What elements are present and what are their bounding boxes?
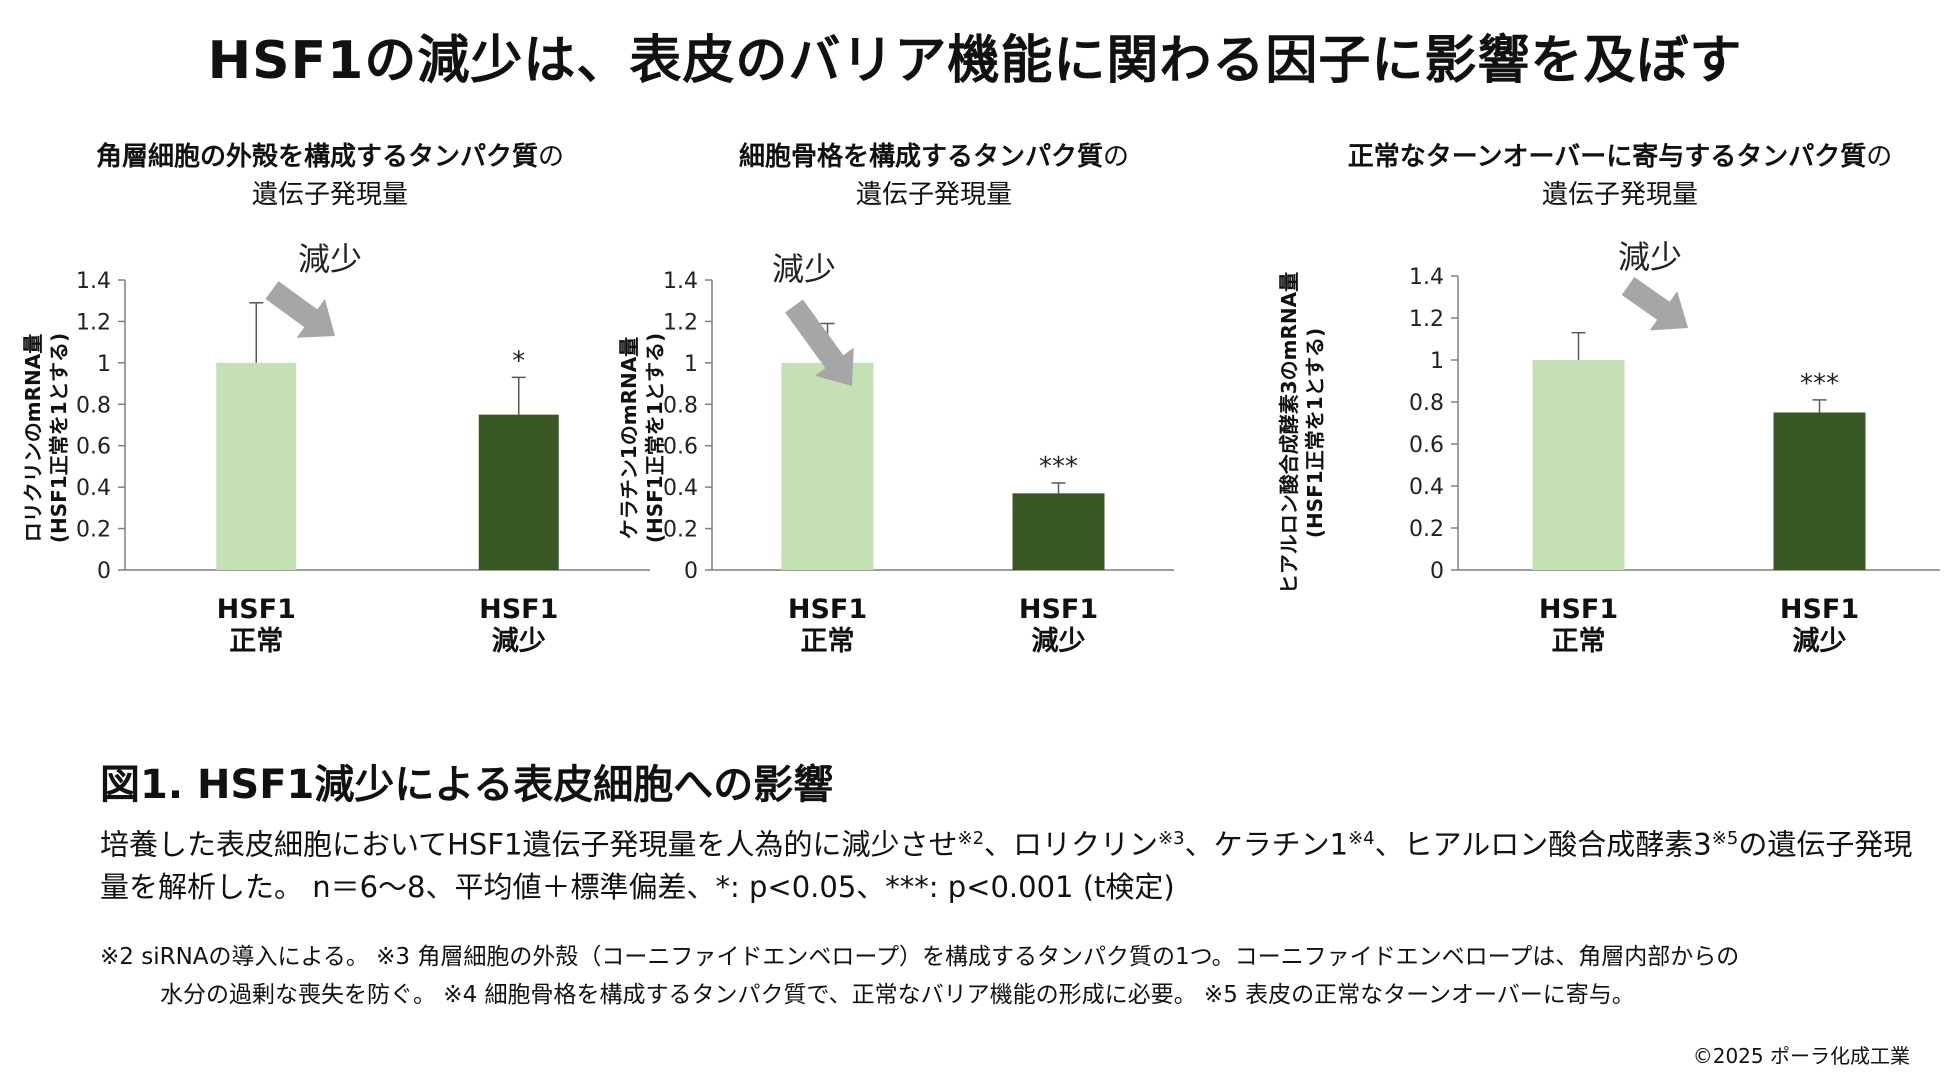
decrease-arrow-icon	[265, 281, 335, 338]
y-axis-label-line1: ヒアルロン酸合成酵素3のmRNA量	[1277, 272, 1301, 594]
y-tick-label: 1.2	[1409, 307, 1444, 332]
x-category-label: HSF1	[217, 594, 296, 625]
footnote-mark-5: ※5	[1711, 828, 1739, 849]
y-axis-label-line2: (HSF1正常を1とする)	[643, 333, 667, 543]
y-tick-label: 0.6	[76, 435, 111, 460]
y-tick-label: 0.8	[663, 393, 698, 418]
footnote-line-2: 水分の過剰な喪失を防ぐ。 ※4 細胞骨格を構成するタンパク質で、正常なバリア機能…	[160, 982, 1635, 1008]
y-tick-label: 0	[684, 559, 698, 584]
chart-title-bold: 細胞骨格を構成するタンパク質	[738, 142, 1103, 172]
significance-marker: *	[512, 346, 525, 376]
chart-title: 正常なターンオーバーに寄与するタンパク質の 遺伝子発現量	[1300, 138, 1940, 214]
y-tick-label: 0.8	[1409, 391, 1444, 416]
bar-hsf1-reduced	[1012, 493, 1105, 570]
y-axis-label-line1: ケラチン1のmRNA量	[617, 337, 641, 539]
y-tick-label: 0.4	[76, 476, 111, 501]
bar-chart-loricrin: ロリクリンのmRNA量 (HSF1正常を1とする) 減少 0 0.2 0.4 0.6 0…	[21, 240, 650, 657]
footnote-mark-2: ※2	[957, 828, 985, 849]
chart-title: 角層細胞の外殻を構成するタンパク質の 遺伝子発現量	[10, 138, 650, 214]
chart-title-suffix: の	[1103, 142, 1130, 172]
chart-title-line2: 遺伝子発現量	[251, 180, 408, 210]
y-tick-label: 1.4	[663, 269, 698, 294]
y-tick-label: 0.8	[76, 393, 111, 418]
y-tick-label: 0.4	[663, 476, 698, 501]
footnote-mark-4: ※4	[1348, 828, 1375, 849]
bar-chart-has3: ヒアルロン酸合成酵素3のmRNA量 (HSF1正常を1とする) 減少 0 0.2 0…	[1277, 238, 1940, 657]
caption-text-2: 、ロリクリン	[984, 827, 1159, 862]
chart-title-suffix: の	[538, 142, 565, 172]
footnote-mark-3: ※3	[1158, 828, 1185, 849]
decrease-arrow-icon	[785, 299, 854, 386]
decrease-label: 減少	[772, 250, 836, 288]
footnotes: ※2 siRNAの導入による。 ※3 角層細胞の外殻（コーニファイドエンベロープ…	[100, 938, 1940, 1014]
chart-title-line2: 遺伝子発現量	[1541, 180, 1698, 210]
decrease-arrow-icon	[1621, 277, 1688, 331]
x-category-label: HSF1	[1539, 594, 1618, 625]
y-tick-label: 1.4	[76, 269, 111, 294]
y-tick-label: 0.2	[76, 518, 111, 543]
x-category-label: 正常	[801, 626, 855, 657]
y-axis-label-line2: (HSF1正常を1とする)	[1303, 328, 1327, 538]
y-tick-label: 0.2	[663, 518, 698, 543]
decrease-label: 減少	[1618, 238, 1682, 276]
x-category-label: 減少	[492, 626, 546, 657]
y-tick-label: 0	[1430, 559, 1444, 584]
x-category-label: HSF1	[1780, 594, 1859, 625]
chart-title-line2: 遺伝子発現量	[855, 180, 1012, 210]
bar-hsf1-normal	[216, 362, 297, 570]
x-category-label: 減少	[1793, 626, 1847, 657]
footnote-line-1: ※2 siRNAの導入による。 ※3 角層細胞の外殻（コーニファイドエンベロープ…	[100, 944, 1740, 970]
y-tick-label: 0.2	[1409, 517, 1444, 542]
decrease-label: 減少	[298, 240, 362, 278]
y-tick-label: 1.4	[1409, 265, 1444, 290]
chart-title-bold: 正常なターンオーバーに寄与するタンパク質	[1347, 142, 1867, 172]
caption-text-1: 培養した表皮細胞においてHSF1遺伝子発現量を人為的に減少させ	[100, 827, 958, 862]
y-tick-label: 1	[1430, 349, 1444, 374]
chart-panel-loricrin: 角層細胞の外殻を構成するタンパク質の 遺伝子発現量 ロリクリンのmRNA量 (H…	[10, 138, 650, 728]
y-axis-label-line2: (HSF1正常を1とする)	[47, 333, 71, 543]
y-tick-label: 0	[97, 559, 111, 584]
y-tick-label: 1.2	[76, 310, 111, 335]
chart-panel-has3: 正常なターンオーバーに寄与するタンパク質の 遺伝子発現量 ヒアルロン酸合成酵素3…	[1277, 138, 1940, 728]
chart-title-bold: 角層細胞の外殻を構成するタンパク質	[95, 142, 538, 172]
bar-chart-keratin1: ケラチン1のmRNA量 (HSF1正常を1とする) 減少 0 0.2 0.4 0.6 0…	[617, 250, 1174, 657]
copyright: ©2025 ポーラ化成工業	[1692, 1044, 1910, 1068]
chart-panel-keratin1: 細胞骨格を構成するタンパク質の 遺伝子発現量 ケラチン1のmRNA量 (HSF1…	[614, 138, 1254, 728]
y-tick-label: 0.6	[663, 435, 698, 460]
x-category-label: 正常	[229, 626, 283, 657]
page-title: HSF1の減少は、表皮のバリア機能に関わる因子に影響を及ぼす	[207, 31, 1743, 91]
figure-caption-title: 図1. HSF1減少による表皮細胞への影響	[100, 762, 834, 808]
bar-hsf1-reduced	[478, 414, 559, 570]
bar-hsf1-normal	[781, 362, 874, 570]
significance-marker: ***	[1039, 452, 1078, 482]
caption-text-5: の遺伝子発現量を解析した。 n＝6〜8、平均値＋標準偏差、*: p<0.05、*…	[100, 827, 1913, 904]
bar-hsf1-normal	[1532, 360, 1625, 570]
caption-text-4: 、ヒアルロン酸合成酵素3	[1374, 827, 1712, 862]
y-tick-label: 1	[684, 352, 698, 377]
chart-title: 細胞骨格を構成するタンパク質の 遺伝子発現量	[614, 138, 1254, 214]
caption-text-3: 、ケラチン1	[1184, 827, 1349, 862]
x-category-label: HSF1	[788, 594, 867, 625]
x-category-label: 正常	[1552, 626, 1606, 657]
figure-caption-body: 培養した表皮細胞においてHSF1遺伝子発現量を人為的に減少させ※2、ロリクリン※…	[100, 818, 1920, 908]
y-tick-label: 0.4	[1409, 475, 1444, 500]
x-category-label: HSF1	[1019, 594, 1098, 625]
bar-hsf1-reduced	[1773, 412, 1866, 570]
y-axis-label-line1: ロリクリンのmRNA量	[21, 334, 45, 542]
y-tick-label: 1	[97, 352, 111, 377]
y-tick-label: 1.2	[663, 310, 698, 335]
significance-marker: ***	[1800, 369, 1839, 399]
chart-title-suffix: の	[1866, 142, 1893, 172]
y-tick-label: 0.6	[1409, 433, 1444, 458]
x-category-label: HSF1	[479, 594, 558, 625]
x-category-label: 減少	[1032, 626, 1086, 657]
